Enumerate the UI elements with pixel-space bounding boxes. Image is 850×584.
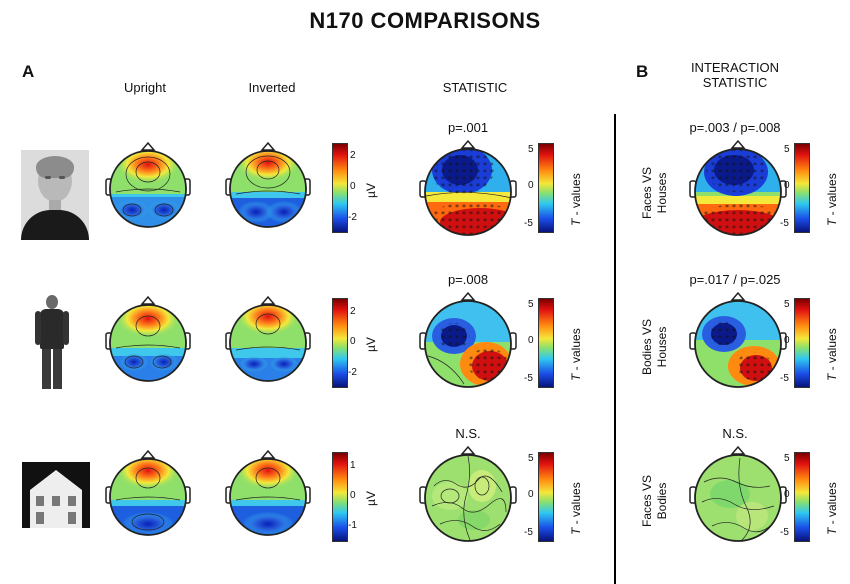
topomap-upright-face <box>105 141 191 228</box>
figure-title: N170 COMPARISONS <box>309 8 541 33</box>
t-unit-2: T - values <box>569 328 583 381</box>
t-unit-italic-2: T <box>569 373 583 381</box>
t-inter-unit-rest-2: - values <box>825 328 839 374</box>
t-tick-mid-2: 0 <box>528 335 534 346</box>
colorbar-uv-1 <box>332 143 348 233</box>
colorbar-t-1 <box>538 143 554 233</box>
t-tick-top-2: 5 <box>528 299 534 310</box>
uv-tick-top-3: 1 <box>350 460 356 471</box>
t-unit-italic-3: T <box>569 527 583 535</box>
topomap-interaction-bodies-houses <box>689 291 787 388</box>
interaction-line-1: INTERACTION <box>690 60 780 75</box>
p-value-interaction-3: N.S. <box>722 426 748 441</box>
p-value-statistic-3: N.S. <box>455 426 481 441</box>
p-value-interaction-2: p=.017 / p=.025 <box>689 272 781 287</box>
panel-a-label: A <box>22 62 35 81</box>
uv-unit-2: µV <box>364 337 378 352</box>
t-unit-rest-3: - values <box>569 482 583 528</box>
p-value-statistic-2: p=.008 <box>447 272 489 287</box>
uv-tick-bottom-1: -2 <box>348 212 357 223</box>
t-tick-bottom-2: -5 <box>524 373 533 384</box>
t-inter-tick-mid-2: 0 <box>784 335 790 346</box>
t-unit-rest-1: - values <box>569 173 583 219</box>
uv-tick-bottom-3: -1 <box>348 520 357 531</box>
topomap-inverted-house <box>225 449 311 536</box>
topomap-interaction-faces-houses <box>689 139 787 236</box>
column-header-upright: Upright <box>124 80 166 95</box>
t-unit-italic-1: T <box>569 218 583 226</box>
uv-tick-mid-1: 0 <box>350 181 356 192</box>
uv-tick-top-1: 2 <box>350 150 356 161</box>
uv-tick-mid-2: 0 <box>350 336 356 347</box>
t-inter-unit-1: T - values <box>825 173 839 226</box>
t-unit-rest-2: - values <box>569 328 583 374</box>
uv-unit-1: µV <box>364 183 378 198</box>
colorbar-t-inter-1 <box>794 143 810 233</box>
colorbar-uv-2 <box>332 298 348 388</box>
t-inter-tick-bottom-2: -5 <box>780 373 789 384</box>
t-inter-tick-bottom-3: -5 <box>780 527 789 538</box>
interaction-label-2-line1: Bodies VS <box>640 318 654 376</box>
uv-unit-3: µV <box>364 491 378 506</box>
body-stimulus-image <box>30 295 74 391</box>
p-value-statistic-1: p=.001 <box>447 120 489 135</box>
topomap-inverted-face <box>225 141 311 228</box>
t-tick-mid-3: 0 <box>528 489 534 500</box>
topomap-statistic-face <box>419 139 517 236</box>
topomap-upright-house <box>105 449 191 536</box>
t-inter-tick-top-1: 5 <box>784 144 790 155</box>
interaction-label-1-line2: Houses <box>655 172 669 214</box>
colorbar-uv-3 <box>332 452 348 542</box>
uv-tick-top-2: 2 <box>350 306 356 317</box>
topomap-inverted-body <box>225 295 311 382</box>
interaction-label-3-line2: Bodies <box>655 482 669 520</box>
t-unit-3: T - values <box>569 482 583 535</box>
topomap-statistic-house <box>419 445 517 542</box>
interaction-label-2-line2: Houses <box>655 326 669 368</box>
colorbar-t-inter-2 <box>794 298 810 388</box>
interaction-label-1-line1: Faces VS <box>640 166 654 220</box>
t-tick-top-1: 5 <box>528 144 534 155</box>
t-inter-unit-italic-2: T <box>825 373 839 381</box>
t-inter-unit-rest-3: - values <box>825 482 839 528</box>
colorbar-t-2 <box>538 298 554 388</box>
uv-tick-bottom-2: -2 <box>348 367 357 378</box>
interaction-label-3: Faces VS Bodies <box>640 461 670 541</box>
column-header-inverted: Inverted <box>248 80 296 95</box>
column-header-statistic: STATISTIC <box>442 80 508 95</box>
t-tick-bottom-1: -5 <box>524 218 533 229</box>
t-inter-tick-mid-3: 0 <box>784 489 790 500</box>
t-unit-1: T - values <box>569 173 583 226</box>
interaction-label-1: Faces VS Houses <box>640 153 670 233</box>
uv-tick-mid-3: 0 <box>350 490 356 501</box>
face-stimulus-image <box>21 150 89 240</box>
interaction-label-2: Bodies VS Houses <box>640 307 670 387</box>
topomap-interaction-faces-bodies <box>689 445 787 542</box>
topomap-upright-body <box>105 295 191 382</box>
t-inter-tick-top-3: 5 <box>784 453 790 464</box>
t-inter-unit-rest-1: - values <box>825 173 839 219</box>
p-value-interaction-1: p=.003 / p=.008 <box>689 120 781 135</box>
column-header-interaction: INTERACTION STATISTIC <box>680 60 790 90</box>
t-inter-tick-bottom-1: -5 <box>780 218 789 229</box>
t-tick-mid-1: 0 <box>528 180 534 191</box>
house-stimulus-image <box>22 462 90 528</box>
colorbar-t-3 <box>538 452 554 542</box>
t-inter-unit-2: T - values <box>825 328 839 381</box>
t-inter-unit-italic-3: T <box>825 527 839 535</box>
t-tick-top-3: 5 <box>528 453 534 464</box>
topomap-statistic-body <box>419 291 517 388</box>
t-inter-tick-top-2: 5 <box>784 299 790 310</box>
interaction-label-3-line1: Faces VS <box>640 474 654 528</box>
interaction-line-2: STATISTIC <box>702 75 768 90</box>
t-inter-unit-3: T - values <box>825 482 839 535</box>
colorbar-t-inter-3 <box>794 452 810 542</box>
panel-b-label: B <box>636 62 649 81</box>
t-tick-bottom-3: -5 <box>524 527 533 538</box>
t-inter-tick-mid-1: 0 <box>784 180 790 191</box>
t-inter-unit-italic-1: T <box>825 218 839 226</box>
panel-divider <box>614 114 616 584</box>
